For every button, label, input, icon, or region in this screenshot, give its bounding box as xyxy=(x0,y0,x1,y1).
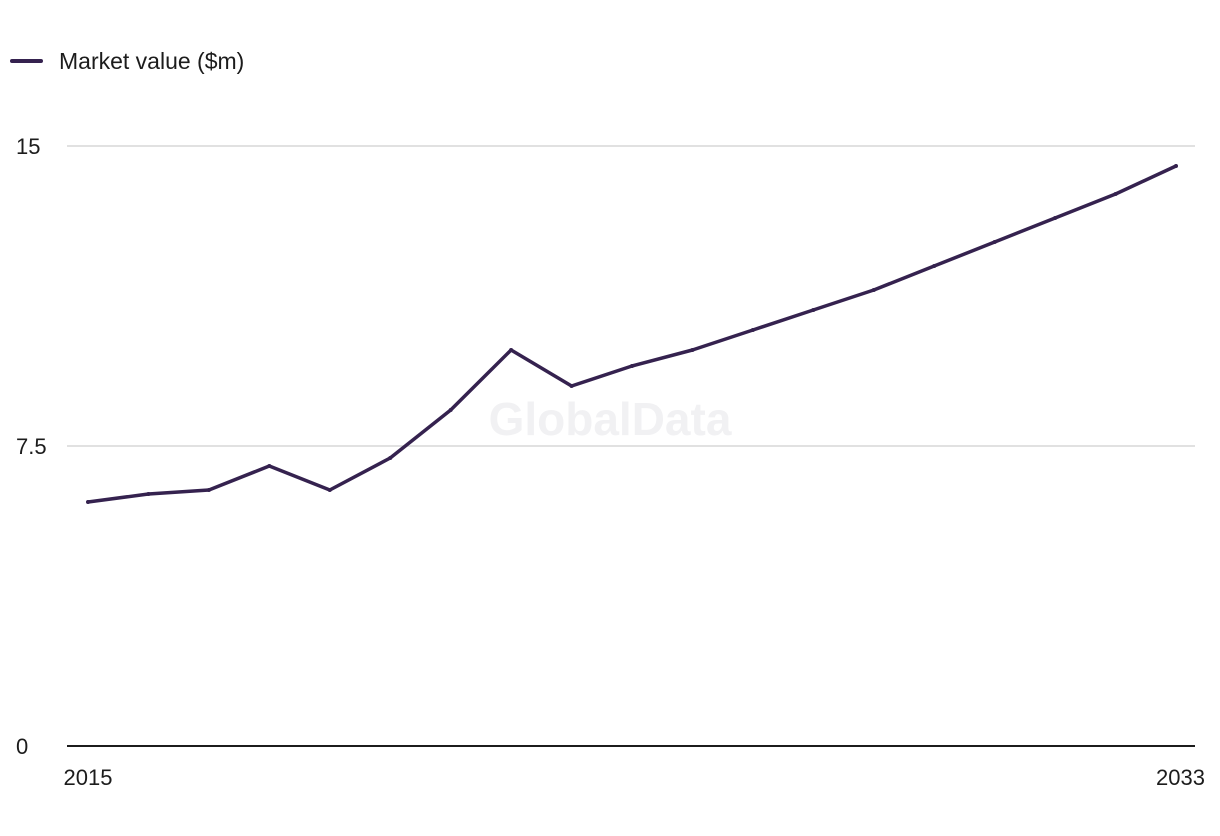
data-point xyxy=(992,240,997,244)
x-axis-ticks: 2015 2033 xyxy=(64,765,1205,790)
y-tick-label: 0 xyxy=(16,734,28,759)
x-tick-label: 2033 xyxy=(1156,765,1205,790)
grid-lines xyxy=(67,145,1195,447)
data-point xyxy=(267,464,272,468)
data-point xyxy=(750,328,755,332)
y-tick-label: 7.5 xyxy=(16,434,47,459)
series-group xyxy=(86,164,1178,504)
data-point xyxy=(1174,164,1178,168)
data-point xyxy=(448,408,453,412)
data-point xyxy=(690,348,695,352)
legend: Market value ($m) xyxy=(10,48,244,74)
data-point xyxy=(509,348,514,352)
data-point xyxy=(86,500,90,504)
data-point xyxy=(146,492,151,496)
data-point xyxy=(932,264,937,268)
data-point xyxy=(1053,216,1058,220)
data-point xyxy=(206,488,211,492)
data-point xyxy=(388,456,393,460)
data-point xyxy=(871,288,876,292)
watermark: GlobalData xyxy=(489,393,732,445)
data-point xyxy=(811,308,816,312)
data-point xyxy=(327,488,332,492)
y-axis-ticks: 0 7.5 15 xyxy=(16,134,47,759)
data-point xyxy=(1113,192,1118,196)
series-line xyxy=(86,164,1178,504)
data-point xyxy=(630,364,634,368)
x-tick-label: 2015 xyxy=(64,765,113,790)
y-tick-label: 15 xyxy=(16,134,40,159)
data-point xyxy=(569,384,574,388)
legend-label: Market value ($m) xyxy=(59,48,244,74)
